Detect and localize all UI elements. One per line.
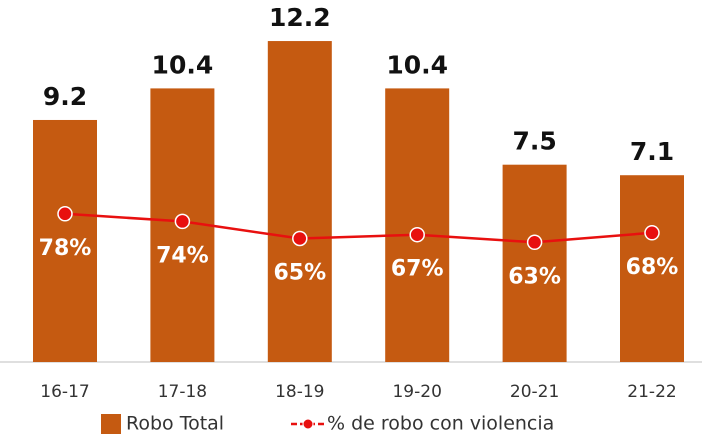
legend-marker [302, 418, 314, 430]
bar-value-label: 9.2 [43, 82, 87, 111]
bar [385, 88, 450, 363]
line-value-label: 74% [156, 243, 209, 268]
x-tick-label: 20-21 [510, 382, 559, 402]
line-value-label: 65% [273, 261, 326, 286]
line-value-label: 78% [39, 236, 92, 261]
bar [502, 164, 567, 362]
bar-value-label: 7.5 [512, 127, 556, 156]
x-tick-label: 17-18 [158, 382, 207, 402]
line-marker [292, 230, 308, 247]
line-value-label: 63% [508, 264, 561, 289]
line-value-label: 68% [626, 255, 679, 280]
line-marker [644, 225, 660, 241]
bar-value-label: 10.4 [386, 50, 448, 79]
legend-swatch [101, 414, 121, 434]
line-marker [174, 213, 191, 230]
x-tick-label: 21-22 [627, 382, 676, 402]
x-tick-label: 18-19 [275, 382, 324, 402]
bar [620, 175, 684, 362]
line-marker [526, 234, 543, 251]
bar [33, 119, 97, 362]
legend-label: Robo Total [126, 413, 224, 435]
line-marker [57, 206, 73, 222]
line-marker [409, 226, 425, 243]
bar-value-label: 12.2 [269, 3, 331, 32]
line-value-label: 67% [391, 257, 444, 282]
bar [267, 41, 332, 363]
legend-label: % de robo con violencia [327, 413, 554, 435]
line [64, 212, 653, 244]
x-tick-label: 16-17 [40, 382, 89, 402]
x-tick-label: 19-20 [392, 382, 441, 402]
bar-value-label: 10.4 [152, 50, 214, 79]
bar-value-label: 7.1 [630, 137, 674, 166]
